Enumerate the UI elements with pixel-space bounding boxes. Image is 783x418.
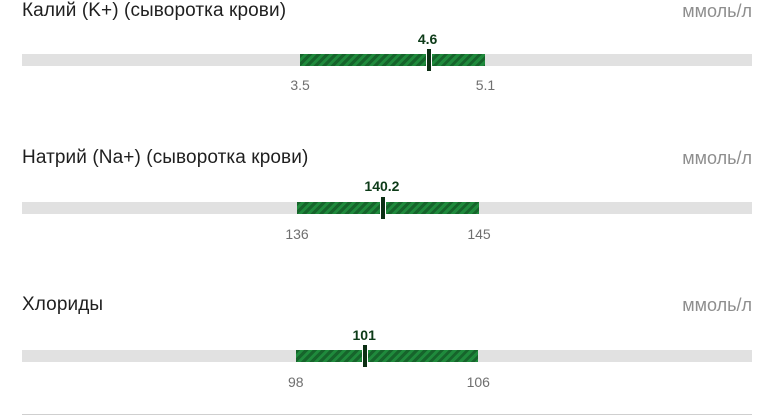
range-low-label: 98 (287, 374, 304, 390)
metric-name: Натрий (Na+) (сыворотка крови) (22, 147, 309, 168)
value-marker (379, 197, 386, 219)
range-high-label: 5.1 (475, 77, 496, 93)
range-high-label: 106 (466, 374, 490, 390)
metric-potassium: Калий (K+) (сыворотка крови) ммоль/л 4.6… (22, 0, 752, 110)
metric-name: Калий (K+) (сыворотка крови) (22, 0, 287, 21)
range-high-label: 145 (467, 226, 491, 242)
value-marker (362, 345, 369, 367)
reference-range-bar (297, 202, 479, 214)
range-low-label: 3.5 (290, 77, 310, 93)
reference-range-bar (300, 54, 486, 66)
range-track (22, 49, 752, 71)
metric-name: Хлориды (22, 294, 104, 315)
metric-unit: ммоль/л (682, 148, 752, 168)
value-marker (425, 49, 432, 71)
value-label: 140.2 (364, 178, 400, 194)
metric-unit: ммоль/л (682, 295, 752, 315)
value-label: 101 (352, 327, 376, 343)
value-label: 4.6 (417, 31, 438, 47)
range-low-label: 136 (285, 226, 309, 242)
range-track (22, 345, 752, 367)
metric-sodium: Натрий (Na+) (сыворотка крови) ммоль/л 1… (22, 146, 752, 256)
metric-unit: ммоль/л (682, 1, 752, 21)
range-track (22, 197, 752, 219)
metric-chlorides: Хлориды ммоль/л 101 98 106 (22, 293, 752, 403)
bottom-divider (22, 414, 752, 415)
reference-range-bar (295, 350, 479, 362)
